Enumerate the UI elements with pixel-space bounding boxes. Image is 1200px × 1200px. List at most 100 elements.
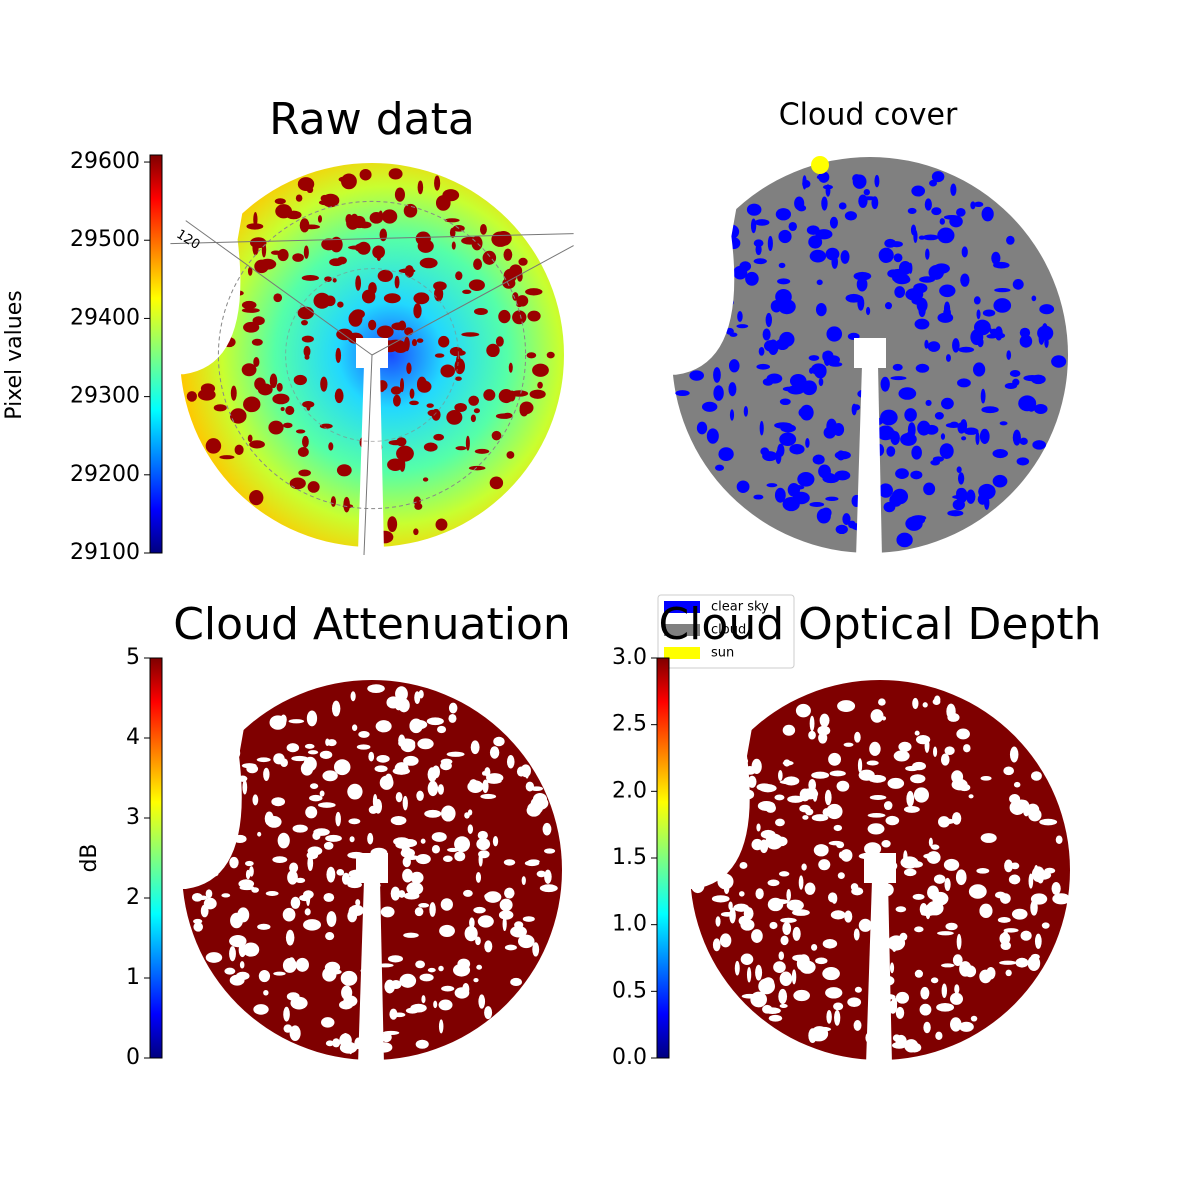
sky-blob bbox=[806, 225, 820, 235]
sky-blob bbox=[446, 409, 463, 425]
sky-blob bbox=[713, 367, 721, 383]
sky-blob bbox=[809, 249, 827, 263]
sky-blob bbox=[885, 815, 900, 826]
sky-image bbox=[172, 670, 562, 1065]
sky-blob bbox=[532, 363, 549, 377]
sky-blob bbox=[503, 859, 516, 866]
sky-blob bbox=[323, 841, 334, 850]
sky-blob bbox=[468, 279, 485, 291]
sky-blob bbox=[819, 713, 830, 728]
sky-blob bbox=[881, 840, 891, 848]
colorbar-tick-label: 3 bbox=[126, 805, 140, 830]
sky-blob bbox=[840, 250, 850, 264]
sky-blob bbox=[743, 405, 749, 417]
mask-center bbox=[356, 853, 388, 883]
sky-blob bbox=[282, 907, 296, 922]
sky-blob bbox=[892, 363, 903, 371]
sky-blob bbox=[796, 204, 807, 212]
sky-blob bbox=[924, 738, 930, 753]
sky-blob bbox=[920, 986, 930, 1000]
sky-blob bbox=[895, 468, 909, 479]
sky-blob bbox=[510, 390, 529, 397]
sky-blob bbox=[939, 218, 945, 225]
sky-blob bbox=[420, 838, 426, 844]
sky-blob bbox=[1051, 882, 1061, 895]
sky-blob bbox=[330, 236, 343, 253]
sky-blob bbox=[836, 841, 845, 849]
colorbar-tick-label: 0 bbox=[126, 1045, 140, 1070]
sky-blob bbox=[1027, 405, 1035, 412]
sky-blob bbox=[258, 969, 271, 983]
sky-blob bbox=[486, 773, 504, 783]
sky-blob bbox=[779, 971, 793, 986]
sky-blob bbox=[263, 989, 269, 996]
sky-blob bbox=[519, 404, 529, 417]
sky-blob bbox=[811, 363, 827, 376]
sky-blob bbox=[361, 289, 376, 304]
sky-blob bbox=[871, 196, 879, 210]
sky-blob bbox=[992, 474, 1008, 488]
sky-blob bbox=[1010, 862, 1020, 870]
sky-blob bbox=[289, 1025, 301, 1041]
sky-blob bbox=[881, 716, 887, 721]
sky-blob bbox=[287, 870, 298, 885]
sky-blob bbox=[1009, 746, 1019, 763]
sky-blob bbox=[763, 1007, 781, 1015]
sky-blob bbox=[890, 268, 907, 278]
sky-blob bbox=[402, 856, 411, 868]
sky-blob bbox=[320, 376, 328, 392]
sky-blob bbox=[958, 346, 975, 353]
sky-blob bbox=[409, 388, 415, 399]
sky-blob bbox=[854, 986, 862, 993]
sky-blob bbox=[421, 995, 426, 1004]
sky-blob bbox=[943, 214, 960, 220]
colorbar-tick-label: 29500 bbox=[70, 227, 140, 252]
sky-blob bbox=[1038, 333, 1045, 345]
sky-blob bbox=[306, 710, 318, 727]
panel-title: Cloud Optical Depth bbox=[658, 599, 1101, 650]
sky-blob bbox=[777, 278, 791, 285]
sky-blob bbox=[312, 831, 321, 841]
colorbar-tick-label: 1.5 bbox=[612, 845, 647, 870]
sky-blob bbox=[945, 354, 951, 362]
sky-blob bbox=[438, 965, 444, 972]
grid-line bbox=[170, 233, 574, 245]
sky-blob bbox=[944, 746, 955, 756]
sky-blob bbox=[955, 869, 967, 886]
sky-blob bbox=[444, 218, 460, 223]
sky-blob bbox=[454, 836, 471, 853]
sky-blob bbox=[1028, 808, 1042, 822]
sky-blob bbox=[398, 268, 416, 274]
sky-blob bbox=[778, 770, 783, 782]
sky-blob bbox=[527, 310, 541, 322]
sky-blob bbox=[367, 684, 385, 693]
sky-blob bbox=[394, 187, 406, 202]
sky-blob bbox=[903, 805, 920, 813]
sky-blob bbox=[866, 760, 879, 766]
sky-blob bbox=[484, 940, 493, 953]
sky-blob bbox=[482, 250, 497, 265]
sky-blob bbox=[247, 266, 253, 276]
sky-blob bbox=[711, 895, 730, 903]
sky-blob bbox=[474, 448, 490, 454]
sky-blob bbox=[424, 809, 442, 818]
sky-blob bbox=[775, 818, 785, 827]
sky-blob bbox=[789, 444, 805, 455]
sky-blob bbox=[289, 477, 306, 490]
sky-blob bbox=[758, 346, 765, 356]
grid-circle bbox=[217, 200, 527, 510]
sky-blob bbox=[898, 387, 917, 400]
sky-blob bbox=[403, 932, 419, 938]
sky-blob bbox=[927, 885, 940, 900]
sky-blob bbox=[931, 207, 942, 216]
sky-blob bbox=[857, 295, 865, 311]
sky-blob bbox=[999, 960, 1017, 965]
sky-blob bbox=[758, 978, 775, 995]
sky-blob bbox=[282, 422, 293, 429]
sky-blob bbox=[798, 875, 804, 890]
sky-blob bbox=[297, 177, 315, 191]
sky-blob bbox=[943, 307, 951, 319]
sky-blob bbox=[766, 373, 783, 384]
panel-title: Raw data bbox=[269, 94, 475, 145]
sky-blob bbox=[706, 428, 719, 444]
